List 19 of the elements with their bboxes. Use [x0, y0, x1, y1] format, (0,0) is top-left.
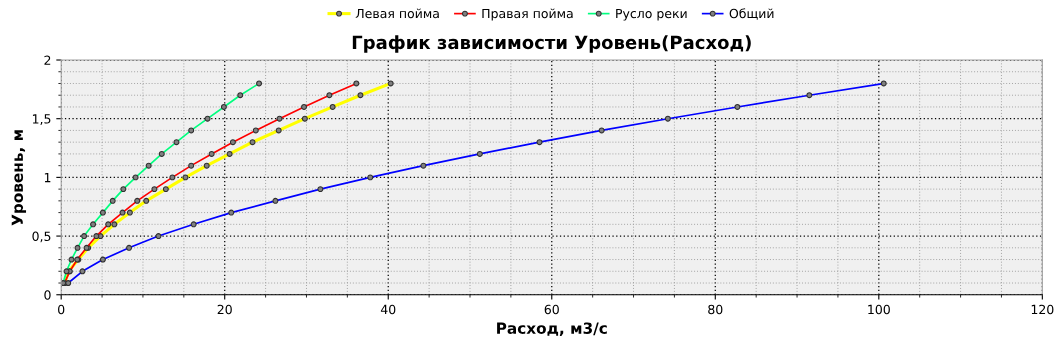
x-axis-title: Расход, м3/с: [497, 322, 607, 336]
legend-label: Правая пойма: [482, 8, 573, 21]
y-tick-label: 1: [44, 173, 51, 183]
y-tick-label: 2: [44, 55, 51, 65]
y-axis-title: Уровень, м: [11, 130, 27, 226]
x-tick-label: 80: [708, 304, 723, 315]
legend-label: Русло реки: [616, 8, 687, 21]
legend-label: Общий: [729, 8, 774, 20]
x-tick-label: 20: [217, 304, 232, 315]
chart-title: График зависимости Уровень(Расход): [352, 35, 751, 53]
x-tick-label: 40: [380, 304, 396, 315]
y-tick-label: 1,5: [32, 114, 51, 125]
legend-label: Левая пойма: [355, 8, 439, 19]
y-tick-label: 0: [44, 290, 51, 300]
x-tick-label: 120: [1031, 304, 1054, 315]
x-tick-label: 0: [58, 304, 65, 315]
y-tick-label: 0,5: [32, 231, 51, 243]
x-tick-label: 100: [868, 304, 890, 315]
x-tick-label: 60: [544, 304, 559, 315]
